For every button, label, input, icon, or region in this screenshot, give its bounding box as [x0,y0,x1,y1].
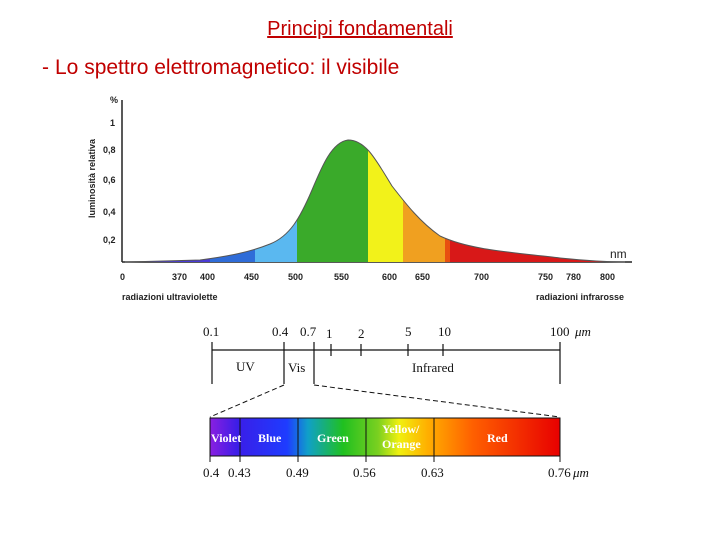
zoom-line-right [313,384,561,418]
x-tick-label: 0 [120,272,125,282]
band-label-orange: Orange [382,437,421,451]
luminosity-curve [124,139,626,263]
zoom-line-left [209,384,285,418]
y-tick-label: 0,4 [103,207,116,217]
x-tick-label: 750 [538,272,553,282]
region-vis-label: Vis [288,360,305,375]
luminosity-curve-fill [125,140,625,262]
band-label-red: Red [487,431,508,445]
band-label-yellow: Yellow/ [382,422,420,436]
x-ticks: 0 370 400 450 500 550 600 650 700 750 78… [120,272,615,282]
page-title: Principi fondamentali [267,18,453,40]
y-tick-label: 1 [110,118,115,128]
scale-tick-label: 0.7 [300,324,317,339]
x-tick-label: 800 [600,272,615,282]
x-tick-label: 400 [200,272,215,282]
band-violet [125,140,210,262]
visible-band: Violet Blue Green Yellow/ Orange Red 0.4… [203,417,589,480]
band-label-blue: Blue [258,431,282,445]
y-unit-label: % [110,95,118,105]
band-tick-label: 0.63 [421,465,444,480]
uv-region-label: radiazioni ultraviolette [122,292,218,302]
y-ticks: 1 0,8 0,6 0,4 0,2 [103,118,116,245]
scale-tick-label: 10 [438,324,451,339]
y-tick-label: 0,8 [103,145,116,155]
page-subtitle: - Lo spettro elettromagnetico: il visibil… [42,56,400,79]
scale-tick-label: 0.1 [203,324,219,339]
y-tick-label: 0,6 [103,175,116,185]
band-label-violet: Violet [211,431,241,445]
band-tick-label: 0.49 [286,465,309,480]
region-ir-label: Infrared [412,360,454,375]
band-cyan [255,140,297,262]
x-tick-label: 650 [415,272,430,282]
x-tick-label: 780 [566,272,581,282]
band-tick-label: 0.56 [353,465,376,480]
x-tick-label: 700 [474,272,489,282]
x-tick-label: 500 [288,272,303,282]
band-blue [210,140,255,262]
x-tick-label: 600 [382,272,397,282]
ir-region-label: radiazioni infrarosse [536,292,624,302]
band-yellow [368,140,403,262]
band-green [297,140,368,262]
spectrum-scale: 0.1 0.4 0.7 1 2 5 10 100 μm UV Vis Infra… [203,324,591,418]
scale-unit-label: μm [574,324,591,339]
scale-tick-label: 100 [550,324,570,339]
scale-tick-label: 5 [405,324,412,339]
y-axis-label: luminosità relativa [87,138,97,218]
scale-tick-label: 0.4 [272,324,289,339]
x-tick-label: 550 [334,272,349,282]
region-uv-label: UV [236,359,255,374]
band-orange [403,140,445,262]
scale-tick-label: 1 [326,326,333,341]
band-tick-label: 0.76 [548,465,571,480]
x-unit-label: nm [610,247,627,261]
x-tick-label: 370 [172,272,187,282]
band-tick-label: 0.4 [203,465,220,480]
luminosity-chart: % luminosità relativa 1 0,8 0,6 0,4 0,2 … [87,95,632,302]
y-tick-label: 0,2 [103,235,116,245]
subtitle-text: Lo spettro elettromagnetico: il visibile [55,56,400,79]
x-tick-label: 450 [244,272,259,282]
band-label-green: Green [317,431,349,445]
visible-gradient-bar [209,417,561,457]
scale-tick-label: 2 [358,326,365,341]
band-tick-label: 0.43 [228,465,251,480]
band-unit-label: μm [572,465,589,480]
band-red [450,140,625,262]
